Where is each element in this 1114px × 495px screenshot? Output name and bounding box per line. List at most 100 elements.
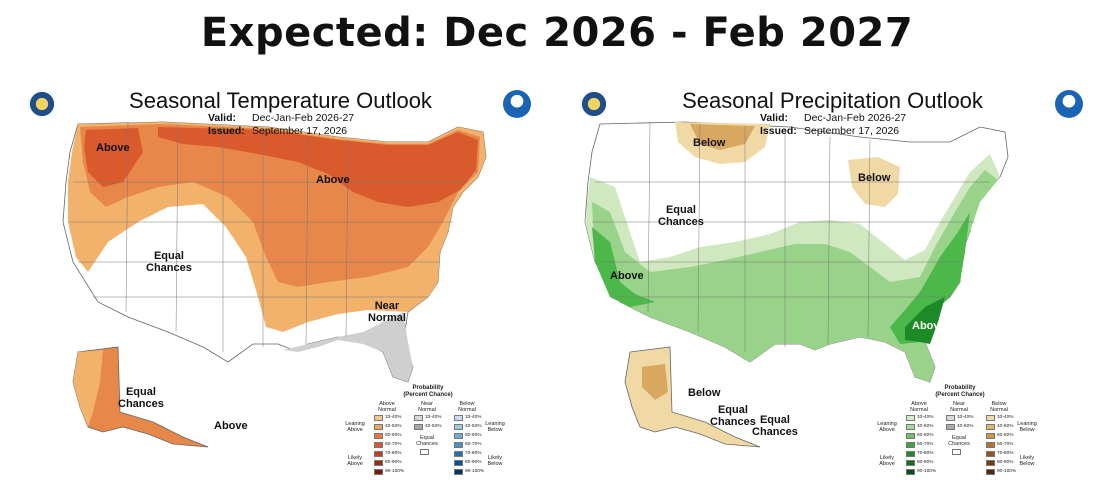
legend-below-range: 80-90% <box>465 460 482 465</box>
label-above-southeast-2: Above <box>930 344 964 356</box>
legend-above-swatch <box>906 451 915 457</box>
temp-above-50-nw-region <box>84 128 143 187</box>
legend-likely-below: Likely Below <box>487 455 503 467</box>
legend-col-below: Below Normal <box>990 401 1008 413</box>
legend-above-swatch <box>374 460 383 466</box>
legend-below-range: 90-100% <box>465 469 485 474</box>
legend-above-swatch <box>906 433 915 439</box>
temp-above-50-ne-region <box>158 127 478 207</box>
legend-above-swatch <box>374 442 383 448</box>
legend-above-range: 80-90% <box>917 460 934 465</box>
legend-below-swatch <box>454 451 463 457</box>
legend-below-range: 70-80% <box>465 451 482 456</box>
label-above-alaska: Above <box>214 420 248 432</box>
valid-label: Valid: <box>208 112 237 124</box>
issued-value: September 17, 2026 <box>252 125 348 137</box>
page-title: Expected: Dec 2026 - Feb 2027 <box>200 10 914 56</box>
legend-above-range: 50-60% <box>385 433 402 438</box>
legend-below-swatch <box>986 442 995 448</box>
legend-leaning-above: Leaning Above <box>877 421 897 433</box>
legend-below-range: 40-50% <box>997 424 1014 429</box>
legend-above-range: 50-60% <box>917 433 934 438</box>
legend-below-swatch <box>454 424 463 430</box>
legend-likely-above: Likely Above <box>347 455 363 467</box>
legend-below-swatch <box>986 451 995 457</box>
legend-above-range: 90-100% <box>917 469 937 474</box>
label-above-southeast-1: Above <box>912 320 946 332</box>
legend-col-above: Above Normal <box>378 401 396 413</box>
department-of-commerce-seal-icon <box>580 90 608 118</box>
valid-label: Valid: <box>760 112 789 124</box>
alaska-below-core-region <box>642 364 668 400</box>
precipitation-map <box>584 121 1009 448</box>
legend-below-swatch <box>986 460 995 466</box>
legend-below-range: 40-50% <box>465 424 482 429</box>
legend-above-swatch <box>374 469 383 475</box>
issued-label: Issued: <box>208 125 245 137</box>
noaa-logo-icon <box>503 90 531 118</box>
legend-below-swatch <box>986 415 995 421</box>
legend-likely-above: Likely Above <box>879 455 895 467</box>
legend-above-swatch <box>374 451 383 457</box>
legend-above-range: 90-100% <box>385 469 405 474</box>
precip-above-60-region <box>905 297 945 344</box>
precipitation-legend: Probability (Percent Chance) Above Normal… <box>870 385 1037 490</box>
legend-above-swatch <box>374 433 383 439</box>
temperature-outlook-panel: Seasonal Temperature Outlook Valid: Dec-J… <box>8 82 553 492</box>
legend-above-range: 33-40% <box>385 415 402 420</box>
legend-below-swatch <box>454 460 463 466</box>
legend-leaning-below: Leaning Below <box>485 421 505 433</box>
legend-col-near: Near Normal <box>950 401 968 413</box>
temperature-map-title: Seasonal Temperature Outlook <box>129 88 432 113</box>
valid-value: Dec-Jan-Feb 2026-27 <box>804 112 907 124</box>
legend-above-range: 40-50% <box>385 424 402 429</box>
legend-leaning-below: Leaning Below <box>1017 421 1037 433</box>
legend-below-swatch <box>454 415 463 421</box>
label-below-alaska: Below <box>688 387 721 399</box>
precip-below-north-core-region <box>690 124 755 150</box>
legend-below-range: 60-70% <box>465 442 482 447</box>
legend-near-swatch <box>946 424 955 430</box>
issued-label: Issued: <box>760 125 797 137</box>
precipitation-map-title: Seasonal Precipitation Outlook <box>682 88 983 113</box>
label-below-michigan: Below <box>858 172 891 184</box>
legend-title: Probability (Percent Chance) <box>403 385 453 398</box>
legend-above-range: 70-80% <box>917 451 934 456</box>
legend-above-swatch <box>906 424 915 430</box>
noaa-logo-icon <box>1055 90 1083 118</box>
precipitation-meta: Valid: Dec-Jan-Feb 2026-27 Issued: Septemb… <box>760 112 906 138</box>
legend-near-swatch <box>414 424 423 430</box>
label-equal-chances: Equal Chances <box>658 204 704 228</box>
alaska-region <box>72 346 209 448</box>
department-of-commerce-seal-icon <box>28 90 56 118</box>
legend-below-range: 70-80% <box>997 451 1014 456</box>
issued-value: September 17, 2026 <box>804 125 900 137</box>
precipitation-outlook-panel: Seasonal Precipitation Outlook Valid: Dec… <box>560 82 1105 492</box>
label-below-north: Below <box>693 137 726 149</box>
legend-below-range: 80-90% <box>997 460 1014 465</box>
legend-near-range: 40-50% <box>425 424 442 429</box>
temperature-map <box>62 121 487 448</box>
legend-near-range: 33-40% <box>425 415 442 420</box>
legend-near-swatch <box>414 415 423 421</box>
legend-above-range: 80-90% <box>385 460 402 465</box>
legend-above-range: 33-40% <box>917 415 934 420</box>
legend-equal-chances-swatch <box>420 449 429 455</box>
legend-likely-below: Likely Below <box>1019 455 1035 467</box>
legend-near-range: 33-40% <box>957 415 974 420</box>
legend-above-range: 70-80% <box>385 451 402 456</box>
legend-below-swatch <box>986 433 995 439</box>
legend-col-below: Below Normal <box>458 401 476 413</box>
legend-above-swatch <box>906 442 915 448</box>
legend-above-swatch <box>374 424 383 430</box>
legend-below-range: 60-70% <box>997 442 1014 447</box>
legend-equal-chances: Equal Chances <box>416 435 438 447</box>
legend-below-swatch <box>454 433 463 439</box>
legend-near-swatch <box>946 415 955 421</box>
legend-below-range: 90-100% <box>997 469 1017 474</box>
legend-below-swatch <box>986 424 995 430</box>
legend-above-swatch <box>906 415 915 421</box>
label-above-nw: Above <box>96 142 130 154</box>
valid-value: Dec-Jan-Feb 2026-27 <box>252 112 355 124</box>
label-equal-chances: Equal Chances <box>146 250 192 274</box>
